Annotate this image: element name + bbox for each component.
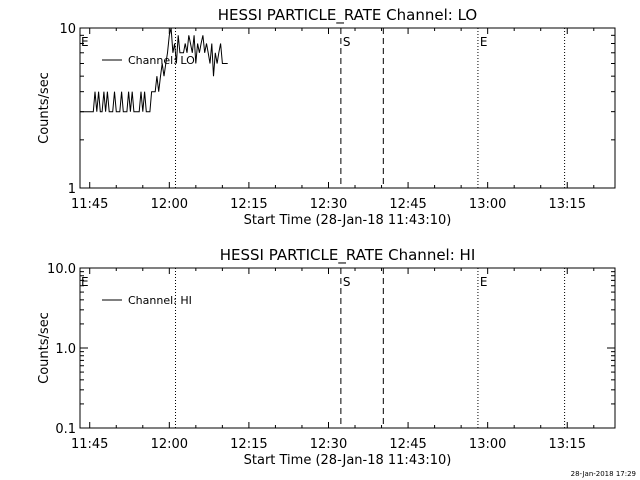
edge-marker-label: E (81, 275, 89, 289)
chart-title: HESSI PARTICLE_RATE Channel: LO (218, 6, 477, 25)
x-axis-label: Start Time (28-Jan-18 11:43:10) (244, 453, 452, 468)
marker-label: S (343, 35, 351, 49)
plot-frame (79, 267, 616, 429)
y-tick-label: 10 (59, 22, 76, 37)
x-tick-label: 12:30 (310, 197, 347, 212)
legend-label: Channel: LO (128, 54, 195, 67)
footer-timestamp: 28-Jan-2018 17:29 (570, 470, 636, 478)
x-tick-label: 12:00 (151, 197, 188, 212)
chart-title: HESSI PARTICLE_RATE Channel: HI (220, 246, 476, 265)
x-tick-label: 12:15 (230, 197, 267, 212)
x-tick-label: 11:45 (71, 437, 108, 452)
y-axis-label: Counts/sec (37, 72, 52, 144)
marker-label: E (480, 275, 488, 289)
x-tick-label: 13:00 (469, 197, 506, 212)
x-axis-label: Start Time (28-Jan-18 11:43:10) (244, 213, 452, 228)
series-line (80, 27, 228, 113)
x-tick-label: 12:30 (310, 437, 347, 452)
x-tick-label: 12:45 (389, 197, 426, 212)
x-tick-label: 12:00 (151, 437, 188, 452)
y-tick-label: 1 (68, 182, 76, 197)
x-tick-label: 12:15 (230, 437, 267, 452)
y-tick-label: 1.0 (55, 342, 76, 357)
plot-frame (79, 27, 616, 189)
legend-label: Channel: HI (128, 294, 192, 307)
y-tick-label: 10.0 (47, 262, 76, 277)
x-tick-label: 13:15 (549, 437, 586, 452)
x-tick-label: 11:45 (71, 197, 108, 212)
edge-marker-label: E (81, 35, 89, 49)
x-tick-label: 13:00 (469, 437, 506, 452)
x-tick-label: 13:15 (549, 197, 586, 212)
y-tick-label: 0.1 (55, 422, 76, 437)
marker-label: S (343, 275, 351, 289)
x-tick-label: 12:45 (389, 437, 426, 452)
marker-label: E (480, 35, 488, 49)
y-axis-label: Counts/sec (37, 312, 52, 384)
